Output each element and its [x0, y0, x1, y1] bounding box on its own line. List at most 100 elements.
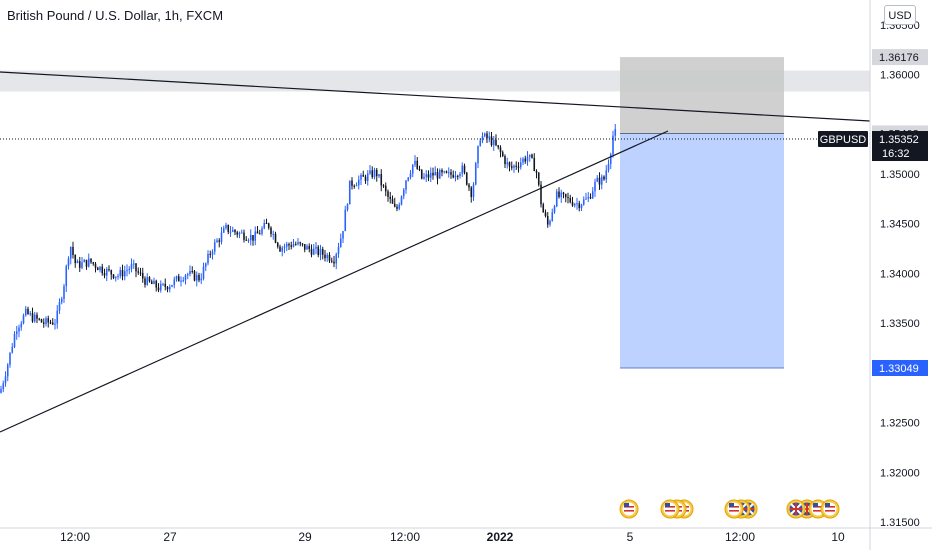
flag-canton: [825, 503, 830, 507]
candle-body: [468, 184, 470, 188]
candle-body: [63, 286, 65, 299]
candle-body: [76, 261, 79, 264]
candle-body: [144, 278, 146, 285]
candle-body: [0, 389, 2, 393]
candle-body: [564, 193, 567, 198]
candle-body: [159, 283, 162, 291]
time-tick-label: 12:00: [390, 530, 420, 544]
candle-body: [175, 276, 178, 280]
economic-event-icon[interactable]: [786, 499, 806, 519]
candle-body: [58, 302, 61, 311]
candle-body: [567, 197, 569, 199]
candle-body: [306, 245, 308, 250]
stop-loss-zone[interactable]: [620, 57, 784, 134]
target-price-label: 1.33049: [879, 363, 919, 375]
candle-body: [56, 310, 59, 324]
candle-body: [393, 203, 396, 207]
candle-body: [555, 191, 558, 207]
candle-body: [598, 177, 601, 185]
time-tick-label: 2022: [487, 530, 514, 544]
candle-body: [247, 240, 250, 242]
candle-body: [405, 180, 407, 190]
candle-body: [123, 271, 126, 277]
candle-body: [153, 280, 155, 284]
symbol-tag-bg: [818, 131, 868, 148]
candle-body: [481, 136, 484, 141]
candle-body: [11, 347, 14, 353]
descending-trendline[interactable]: [0, 71, 871, 122]
candle-body: [229, 231, 232, 233]
candle-body: [112, 274, 115, 278]
candle-body: [24, 308, 27, 316]
candle-body: [486, 133, 488, 139]
candle-body: [42, 322, 45, 324]
candle-body: [515, 165, 518, 167]
candle-body: [425, 174, 428, 177]
candle-body: [186, 274, 189, 276]
candle-body: [499, 147, 502, 153]
candle-body: [364, 176, 367, 181]
candle-body: [294, 244, 297, 246]
take-profit-zone[interactable]: [620, 133, 784, 369]
candle-body: [558, 191, 560, 198]
flag-canton: [813, 503, 818, 507]
candle-body: [128, 269, 131, 271]
candle-body: [573, 203, 576, 206]
candle-body: [274, 233, 277, 243]
candle-body: [427, 174, 430, 178]
candle-body: [265, 222, 268, 224]
candle-body: [517, 166, 520, 168]
candle-body: [380, 174, 383, 186]
economic-event-icon[interactable]: [724, 499, 744, 519]
economic-event-icon[interactable]: [820, 499, 840, 519]
candle-body: [418, 168, 421, 170]
candle-body: [461, 165, 464, 174]
candle-body: [60, 298, 63, 303]
candle-body: [488, 136, 491, 139]
economic-event-icon[interactable]: [660, 499, 680, 519]
economic-event-icon[interactable]: [619, 499, 639, 519]
candle-body: [472, 184, 475, 197]
time-tick-label: 5: [627, 530, 634, 544]
candle-body: [497, 145, 500, 148]
candle-body: [51, 322, 54, 325]
candle-body: [254, 231, 257, 241]
candle-body: [504, 156, 506, 165]
candle-body: [236, 232, 239, 235]
candle-body: [366, 173, 369, 181]
candle-body: [447, 172, 450, 174]
candle-body: [330, 260, 333, 262]
candle-body: [78, 261, 81, 268]
candle-body: [148, 277, 151, 282]
candle-body: [83, 259, 86, 263]
candle-body: [110, 270, 113, 275]
candle-body: [542, 204, 545, 213]
candle-body: [65, 266, 68, 287]
candle-body: [438, 170, 441, 179]
price-tick-label: 1.34000: [880, 268, 920, 280]
candle-body: [501, 152, 504, 157]
candle-body: [180, 280, 182, 282]
candle-body: [510, 166, 513, 168]
flag-stripe: [729, 510, 739, 512]
candle-body: [69, 246, 72, 259]
candle-body: [524, 158, 527, 162]
candle-body: [519, 162, 522, 168]
candle-body: [279, 246, 281, 252]
candle-body: [389, 196, 392, 200]
currency-button[interactable]: USD: [884, 5, 916, 25]
flag-canton: [665, 503, 670, 507]
candle-body: [576, 203, 578, 205]
candle-body: [553, 206, 556, 213]
candle-body: [456, 175, 459, 177]
target-price-label-bg: [872, 360, 928, 377]
time-tick-label: 10: [831, 530, 845, 544]
time-tick-label: 29: [298, 530, 312, 544]
candle-body: [528, 154, 531, 157]
candle-body: [443, 171, 446, 173]
candle-body: [315, 246, 317, 249]
ascending-trendline[interactable]: [0, 130, 669, 433]
candle-body: [560, 192, 563, 198]
